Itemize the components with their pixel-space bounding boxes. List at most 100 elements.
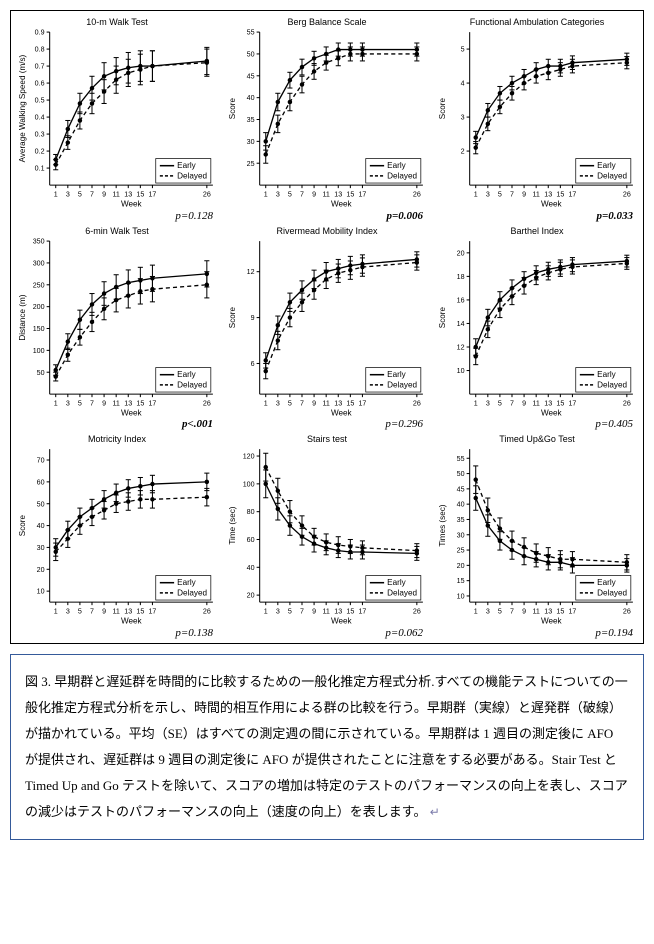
svg-text:3: 3	[486, 607, 490, 615]
svg-text:40: 40	[247, 564, 255, 572]
svg-text:7: 7	[90, 190, 94, 198]
svg-text:1: 1	[54, 399, 58, 407]
svg-text:Score: Score	[438, 306, 447, 328]
svg-text:40: 40	[37, 522, 45, 530]
svg-text:15: 15	[346, 607, 354, 615]
chart-svg: 10152025303540455055135791113151726WeekT…	[435, 445, 639, 629]
return-mark-icon: ↵	[430, 805, 440, 819]
svg-text:Early: Early	[177, 578, 196, 587]
svg-text:4: 4	[461, 80, 465, 88]
chart-svg: 25303540455055135791113151726WeekScoreEa…	[225, 28, 429, 212]
svg-text:30: 30	[247, 138, 255, 146]
svg-text:17: 17	[358, 607, 366, 615]
svg-text:Delayed: Delayed	[387, 589, 417, 598]
svg-text:25: 25	[457, 547, 465, 555]
svg-text:26: 26	[623, 607, 631, 615]
chart-svg: 50100150200250300350135791113151726WeekD…	[15, 237, 219, 421]
svg-text:5: 5	[461, 46, 465, 54]
svg-text:Delayed: Delayed	[387, 171, 417, 180]
svg-text:Score: Score	[18, 515, 27, 537]
svg-text:Early: Early	[597, 161, 616, 170]
svg-text:80: 80	[247, 508, 255, 516]
svg-text:3: 3	[66, 190, 70, 198]
chart-svg: 2345135791113151726WeekScoreEarlyDelayed	[435, 28, 639, 212]
chart-svg: 101214161820135791113151726WeekScoreEarl…	[435, 237, 639, 421]
panel-barthel: Barthel Index101214161820135791113151726…	[435, 226, 639, 431]
panel-stairs: Stairs test20406080100120135791113151726…	[225, 434, 429, 639]
svg-text:0.9: 0.9	[35, 29, 45, 37]
panel-title: 10-m Walk Test	[15, 17, 219, 27]
svg-text:13: 13	[544, 399, 552, 407]
svg-text:0.6: 0.6	[35, 80, 45, 88]
svg-text:50: 50	[247, 50, 255, 58]
chart-svg: 10203040506070135791113151726WeekScoreEa…	[15, 445, 219, 629]
svg-text:6: 6	[251, 360, 255, 368]
svg-text:15: 15	[136, 190, 144, 198]
svg-text:7: 7	[510, 190, 514, 198]
panel-title: 6-min Walk Test	[15, 226, 219, 236]
panel-walk10m: 10-m Walk Test0.10.20.30.40.50.60.70.80.…	[15, 17, 219, 222]
svg-text:15: 15	[556, 190, 564, 198]
svg-text:Week: Week	[121, 199, 143, 208]
svg-text:350: 350	[33, 237, 45, 245]
panel-title: Timed Up&Go Test	[435, 434, 639, 444]
svg-text:40: 40	[247, 94, 255, 102]
svg-text:9: 9	[522, 190, 526, 198]
svg-text:5: 5	[288, 399, 292, 407]
p-value: p=0.296	[225, 418, 429, 430]
svg-text:7: 7	[90, 399, 94, 407]
svg-text:55: 55	[247, 29, 255, 37]
svg-text:7: 7	[510, 607, 514, 615]
svg-text:100: 100	[33, 347, 45, 355]
svg-text:0.1: 0.1	[35, 165, 45, 173]
panel-walk6min: 6-min Walk Test5010015020025030035013579…	[15, 226, 219, 431]
panel-title: Berg Balance Scale	[225, 17, 429, 27]
svg-text:15: 15	[136, 607, 144, 615]
svg-text:9: 9	[522, 607, 526, 615]
svg-text:15: 15	[346, 399, 354, 407]
svg-text:3: 3	[276, 607, 280, 615]
svg-text:13: 13	[124, 607, 132, 615]
svg-text:150: 150	[33, 325, 45, 333]
svg-text:10: 10	[457, 593, 465, 601]
svg-text:Delayed: Delayed	[177, 171, 207, 180]
svg-text:Week: Week	[331, 199, 353, 208]
svg-text:7: 7	[510, 399, 514, 407]
svg-text:50: 50	[37, 368, 45, 376]
svg-text:17: 17	[148, 190, 156, 198]
svg-text:3: 3	[66, 607, 70, 615]
svg-text:Delayed: Delayed	[387, 380, 417, 389]
svg-text:15: 15	[457, 577, 465, 585]
chart-svg: 6912135791113151726WeekScoreEarlyDelayed	[225, 237, 429, 421]
svg-text:Score: Score	[228, 306, 237, 328]
svg-text:11: 11	[112, 607, 119, 615]
svg-text:9: 9	[312, 190, 316, 198]
svg-text:30: 30	[457, 531, 465, 539]
svg-text:100: 100	[243, 481, 255, 489]
svg-text:250: 250	[33, 281, 45, 289]
svg-text:0.3: 0.3	[35, 131, 45, 139]
svg-text:20: 20	[247, 592, 255, 600]
svg-text:9: 9	[102, 607, 106, 615]
svg-text:13: 13	[124, 399, 132, 407]
svg-text:120: 120	[243, 453, 255, 461]
svg-text:Early: Early	[387, 161, 406, 170]
svg-text:3: 3	[66, 399, 70, 407]
panel-berg: Berg Balance Scale2530354045505513579111…	[225, 17, 429, 222]
svg-text:60: 60	[37, 479, 45, 487]
chart-grid: 10-m Walk Test0.10.20.30.40.50.60.70.80.…	[15, 17, 639, 639]
p-value: p=0.128	[15, 210, 219, 222]
svg-text:16: 16	[457, 296, 465, 304]
svg-text:7: 7	[300, 190, 304, 198]
chart-svg: 0.10.20.30.40.50.60.70.80.91357911131517…	[15, 28, 219, 212]
svg-text:5: 5	[288, 190, 292, 198]
svg-text:15: 15	[556, 399, 564, 407]
svg-text:17: 17	[568, 190, 576, 198]
caption-box: 図 3. 早期群と遅延群を時間的に比較するための一般化推定方程式分析.すべての機…	[10, 654, 644, 840]
svg-text:1: 1	[474, 399, 478, 407]
svg-text:300: 300	[33, 259, 45, 267]
svg-text:3: 3	[461, 114, 465, 122]
svg-text:1: 1	[264, 607, 268, 615]
panel-tug: Timed Up&Go Test101520253035404550551357…	[435, 434, 639, 639]
svg-text:1: 1	[474, 190, 478, 198]
